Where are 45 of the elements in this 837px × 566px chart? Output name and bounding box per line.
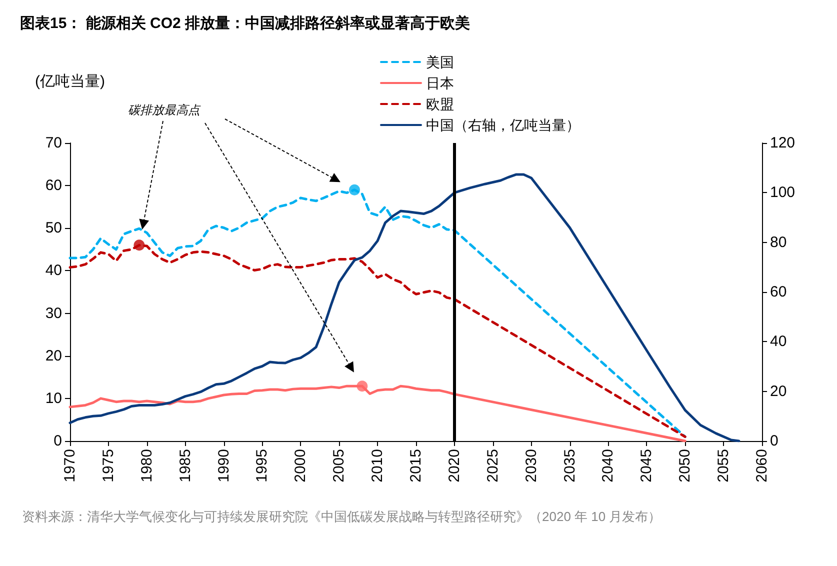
y-axis-title: (亿吨当量) — [35, 73, 105, 90]
y2-tick-label: 100 — [770, 184, 796, 202]
chart-title: 图表15： 能源相关 CO2 排放量：中国减排路径斜率或显著高于欧美 — [20, 14, 470, 32]
legend-label: 中国（右轴，亿吨当量） — [426, 117, 580, 133]
legend-label: 美国 — [426, 54, 454, 70]
x-tick-label: 1995 — [254, 449, 271, 482]
y-tick-label: 60 — [45, 177, 62, 194]
x-tick-label: 2035 — [561, 449, 578, 482]
x-tick-label: 2055 — [715, 449, 732, 482]
x-tick-label: 1990 — [215, 449, 232, 482]
y-tick-label: 50 — [45, 220, 62, 237]
y2-tick-label: 40 — [770, 333, 787, 350]
y-tick-label: 0 — [54, 432, 62, 450]
x-tick-label: 2010 — [369, 449, 386, 482]
y-tick-label: 40 — [45, 262, 62, 280]
y2-tick-label: 20 — [770, 382, 787, 400]
legend-label: 日本 — [426, 75, 454, 91]
point — [349, 184, 360, 196]
point — [134, 240, 145, 251]
x-tick-label: 2025 — [484, 449, 502, 482]
y-tick-label: 20 — [45, 347, 62, 364]
y2-tick-label: 120 — [770, 134, 796, 152]
x-tick-label: 2000 — [292, 449, 310, 482]
x-tick-label: 1985 — [176, 449, 194, 482]
x-tick-label: 1970 — [62, 449, 78, 482]
x-tick-label: 2020 — [446, 449, 463, 482]
y-tick-label: 10 — [45, 390, 62, 407]
point — [356, 380, 368, 392]
x-tick-label: 2060 — [754, 449, 770, 482]
x-tick-label: 2005 — [330, 449, 348, 482]
y2-tick-label: 60 — [770, 284, 787, 300]
x-tick-label: 2050 — [676, 449, 694, 482]
text: 碳排放最高点 — [128, 103, 201, 117]
y2-tick-label: 80 — [770, 234, 787, 251]
y-tick-label: 30 — [45, 304, 62, 322]
legend-label: 欧盟 — [426, 96, 454, 112]
x-tick-label: 2040 — [600, 449, 617, 482]
x-tick-label: 1980 — [138, 449, 156, 482]
x-tick-label: 2045 — [638, 449, 656, 482]
x-tick-label: 1975 — [100, 449, 117, 482]
y2-tick-label: 0 — [770, 432, 778, 450]
y-tick-label: 70 — [45, 134, 62, 152]
x-tick-label: 2015 — [408, 449, 424, 482]
x-tick-label: 2030 — [522, 449, 540, 482]
text: 资料来源：清华大学气候变化与可持续发展研究院《中国低碳发展战略与转型路径研究》（2020 年 10 月发布） — [22, 509, 662, 524]
